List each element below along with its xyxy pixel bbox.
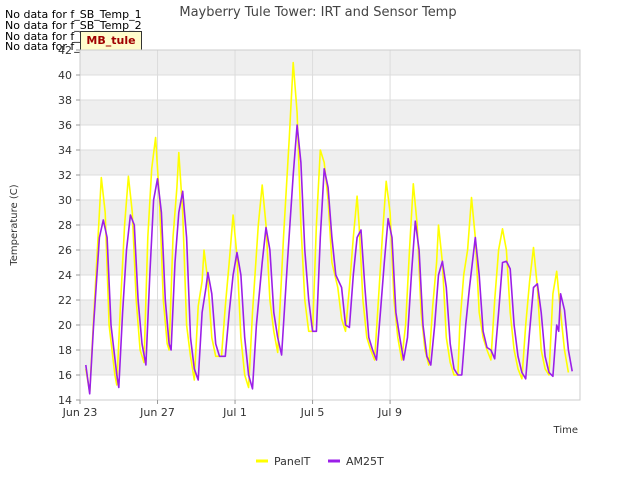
grid-band (80, 50, 580, 75)
y-tick-label: 28 (58, 219, 72, 232)
legend-label-am25t: AM25T (346, 455, 384, 468)
x-tick-label: Jul 9 (377, 406, 402, 419)
y-tick-label: 36 (58, 119, 72, 132)
y-tick-label: 34 (58, 144, 72, 157)
y-tick-label: 24 (58, 269, 72, 282)
y-tick-label: 16 (58, 369, 72, 382)
chart-title: Mayberry Tule Tower: IRT and Sensor Temp (179, 5, 456, 20)
grid-band (80, 350, 580, 375)
x-tick-label: Jun 23 (62, 406, 98, 419)
y-tick-label: 30 (58, 194, 72, 207)
y-tick-label: 42 (58, 44, 72, 57)
y-axis-label: Temperature (C) (9, 184, 20, 266)
x-tick-label: Jun 27 (139, 406, 175, 419)
y-tick-label: 26 (58, 244, 72, 257)
y-tick-label: 18 (58, 344, 72, 357)
site-tag: MB_tule (80, 31, 142, 51)
grid-band (80, 100, 580, 125)
y-tick-label: 14 (58, 394, 72, 407)
x-axis-label: Time (553, 425, 578, 436)
y-tick-label: 38 (58, 94, 72, 107)
no-data-line-1: No data for f_SB_Temp_1 (5, 8, 142, 21)
grid-band (80, 300, 580, 325)
series-line-panelt (85, 61, 570, 394)
x-tick-label: Jul 5 (300, 406, 325, 419)
y-tick-label: 20 (58, 319, 72, 332)
y-tick-label: 40 (58, 69, 72, 82)
x-tick-label: Jul 1 (222, 406, 247, 419)
series-line-am25t (85, 124, 573, 395)
y-tick-label: 22 (58, 294, 72, 307)
grid-band (80, 150, 580, 175)
y-tick-label: 32 (58, 169, 72, 182)
no-data-line-2: No data for f_SB_Temp_2 (5, 19, 142, 32)
legend-label-panelt: PanelT (274, 455, 311, 468)
